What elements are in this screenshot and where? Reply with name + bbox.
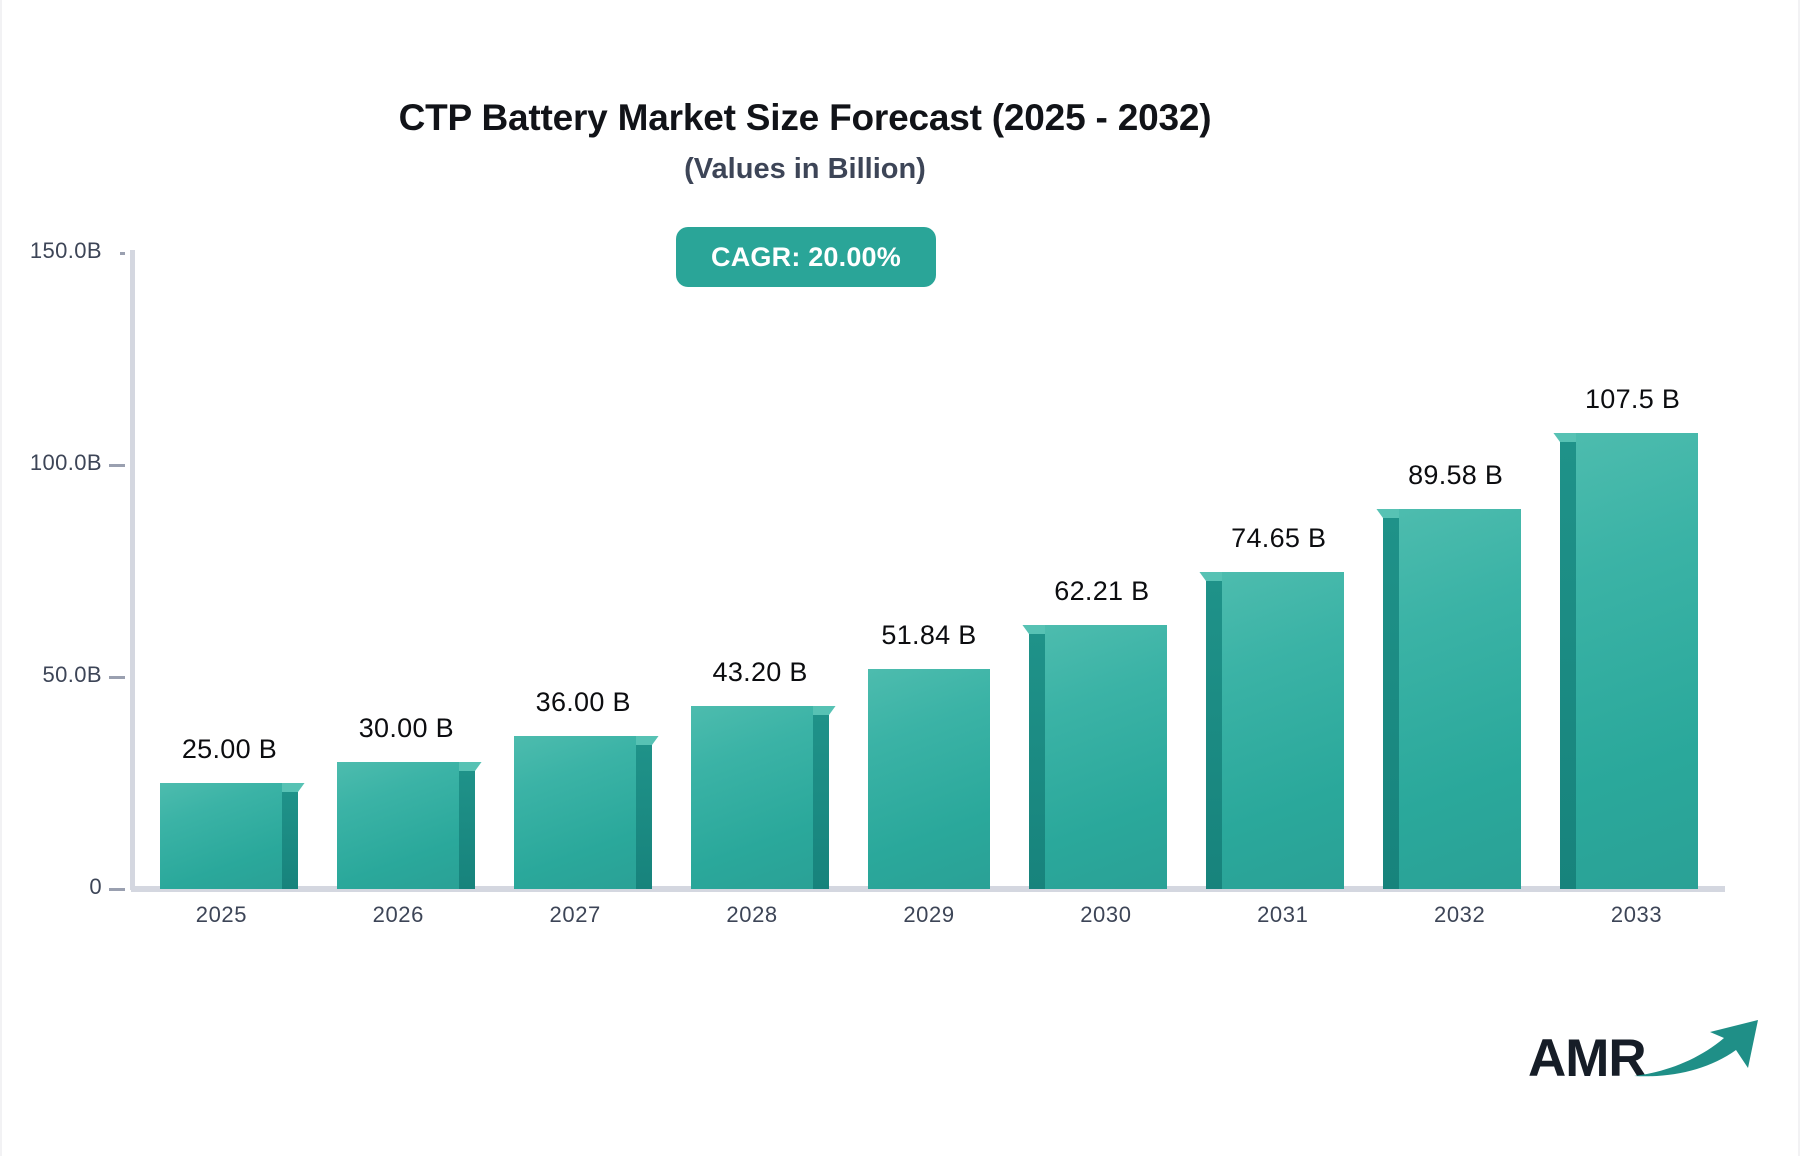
y-axis-tick-label: 50.0B xyxy=(42,662,102,687)
cagr-badge-label: CAGR: 20.00% xyxy=(711,241,901,272)
x-axis-tick-label: 2026 xyxy=(372,902,424,927)
bar-value-label: 62.21 B xyxy=(1054,576,1150,607)
bar-front-face xyxy=(160,783,283,889)
bar-value-label: 30.00 B xyxy=(358,712,454,743)
bar-front-face xyxy=(691,705,814,889)
growth-arrow-icon xyxy=(1632,1018,1764,1085)
bar-front-face xyxy=(1221,572,1344,889)
page-right-border xyxy=(1798,0,1800,1156)
y-axis-tick-mark xyxy=(109,676,125,679)
y-axis-tick-label: 0 xyxy=(89,874,102,899)
y-axis-line xyxy=(130,250,135,890)
amr-logo: AMR xyxy=(1528,1018,1764,1087)
bar-2032: 89.58 B xyxy=(1376,460,1521,889)
bar-2030: 62.21 B xyxy=(1022,576,1167,889)
x-axis-tick-label: 2029 xyxy=(903,902,955,927)
amr-logo-text: AMR xyxy=(1528,1029,1647,1088)
bar-side-face xyxy=(636,745,653,889)
bar-front-face xyxy=(1398,509,1521,889)
x-axis-tick-label: 2030 xyxy=(1080,902,1132,927)
bar-2033: 107.5 B xyxy=(1553,384,1698,889)
bar-2026: 30.00 B xyxy=(337,713,482,889)
bar-2031: 74.65 B xyxy=(1199,523,1344,889)
bar-side-face xyxy=(813,714,830,889)
x-axis-tick-label: 2028 xyxy=(726,902,778,927)
bar-front-face xyxy=(1575,433,1698,889)
bar-front-face xyxy=(1044,625,1167,889)
y-axis-tick-mark xyxy=(120,252,125,255)
bar-2029: 51.84 B xyxy=(868,620,990,889)
x-axis-tick-label: 2031 xyxy=(1257,902,1309,927)
cagr-badge: CAGR: 20.00% xyxy=(676,227,936,287)
page-left-border xyxy=(0,0,2,1156)
x-axis-tick-label: 2032 xyxy=(1433,902,1486,927)
bar-2025: 25.00 B xyxy=(160,734,305,889)
bar-front-face xyxy=(337,761,460,889)
y-axis-tick-label: 100.0B xyxy=(29,450,102,475)
bar-value-label: 89.58 B xyxy=(1408,460,1504,491)
bar-side-face xyxy=(282,792,299,889)
bar-value-label: 51.84 B xyxy=(881,620,977,651)
chart-subtitle: (Values in Billion) xyxy=(684,153,926,185)
title-block: CTP Battery Market Size Forecast (2025 -… xyxy=(0,96,1610,186)
x-axis-tick-label: 2033 xyxy=(1610,902,1663,927)
chart-title: CTP Battery Market Size Forecast (2025 -… xyxy=(398,97,1212,138)
bar-front-face xyxy=(868,669,990,889)
bar-side-face xyxy=(1559,442,1576,889)
bar-front-face xyxy=(514,736,637,889)
y-axis-tick-label: 150.0B xyxy=(29,238,102,263)
plot-area: 150.0B 100.0B 50.0B 0 25.00 B 30.00 B 36.00 B… xyxy=(29,238,1725,927)
bar-value-label: 107.5 B xyxy=(1584,384,1681,415)
bar-2027: 36.00 B xyxy=(514,687,659,889)
bar-side-face xyxy=(459,770,476,889)
bar-value-label: 74.65 B xyxy=(1231,523,1327,554)
x-axis-line xyxy=(131,886,1725,892)
x-axis-tick-label: 2025 xyxy=(195,902,248,927)
bar-value-label: 43.20 B xyxy=(712,656,808,687)
bar-side-face xyxy=(1382,518,1399,889)
x-axis-tick-label: 2027 xyxy=(549,902,601,927)
bar-2028: 43.20 B xyxy=(691,657,836,889)
bar-value-label: 36.00 B xyxy=(535,687,631,718)
y-axis-tick-mark xyxy=(109,888,125,891)
y-axis-tick-mark xyxy=(109,464,125,467)
bar-side-face xyxy=(1028,634,1045,889)
bar-value-label: 25.00 B xyxy=(181,734,278,764)
bar-side-face xyxy=(1205,581,1222,889)
